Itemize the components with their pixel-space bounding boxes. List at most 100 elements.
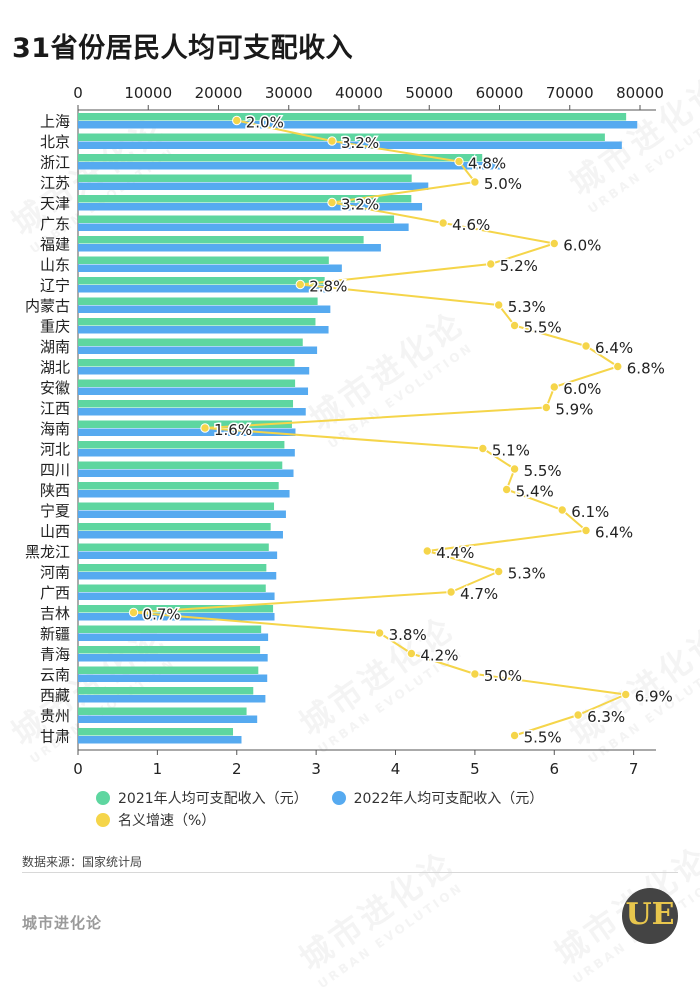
bar-2022 <box>78 285 332 293</box>
bar-2021 <box>78 728 234 736</box>
bar-2022 <box>78 387 309 395</box>
bar-2022 <box>78 551 278 559</box>
category-label: 湖北 <box>40 359 70 377</box>
bar-2022 <box>78 428 296 436</box>
bar-2021 <box>78 666 259 674</box>
growth-point <box>327 136 337 146</box>
bar-2022 <box>78 572 277 580</box>
bar-2022 <box>78 346 318 354</box>
bar-2021 <box>78 502 275 510</box>
category-label: 甘肃 <box>40 728 70 746</box>
growth-point <box>549 238 559 249</box>
bar-2021 <box>78 256 329 264</box>
growth-point <box>200 423 210 433</box>
top-tick-label: 80000 <box>616 84 664 102</box>
growth-label: 6.3% <box>587 708 625 726</box>
category-label: 山西 <box>40 523 70 541</box>
bar-2021 <box>78 441 285 449</box>
category-label: 贵州 <box>40 707 70 725</box>
category-label: 辽宁 <box>40 277 70 295</box>
growth-label: 6.9% <box>635 688 673 706</box>
growth-point <box>509 464 520 474</box>
legend-item-2021: 2021年人均可支配收入（元） <box>96 788 308 808</box>
bar-2021 <box>78 646 261 654</box>
category-label: 云南 <box>40 666 70 684</box>
growth-label: 3.2% <box>341 196 379 214</box>
growth-label: 0.7% <box>143 606 181 624</box>
brand-logo-icon: UE <box>622 888 678 944</box>
legend-label: 名义增速（%） <box>118 813 216 829</box>
category-label: 广东 <box>40 215 70 233</box>
bar-2022 <box>78 592 275 600</box>
bar-2022 <box>78 695 266 703</box>
category-label: 江苏 <box>40 174 70 192</box>
bar-2022 <box>78 469 294 477</box>
category-label: 青海 <box>40 646 70 664</box>
category-label: 广西 <box>40 584 70 602</box>
growth-label: 3.2% <box>341 134 379 152</box>
growth-point <box>509 320 520 331</box>
growth-label: 5.5% <box>524 729 562 747</box>
bar-2021 <box>78 133 605 141</box>
bar-2021 <box>78 379 296 387</box>
growth-label: 6.8% <box>627 360 665 378</box>
growth-label: 5.4% <box>516 483 554 501</box>
growth-point <box>486 259 496 269</box>
growth-point <box>406 648 417 659</box>
growth-label: 5.1% <box>492 442 530 460</box>
bar-2022 <box>78 531 283 539</box>
legend-swatch-green <box>96 791 110 805</box>
category-label: 宁夏 <box>40 502 70 520</box>
category-label: 西藏 <box>40 687 70 705</box>
bar-2021 <box>78 420 292 428</box>
growth-point <box>581 341 591 351</box>
growth-point <box>541 402 552 413</box>
top-tick-label: 60000 <box>476 84 524 102</box>
growth-point <box>374 628 385 638</box>
growth-label: 4.6% <box>452 216 490 234</box>
growth-point <box>621 689 631 700</box>
chart-title: 31省份居民人均可支配收入 <box>12 33 354 64</box>
bottom-tick-label: 4 <box>391 760 401 778</box>
category-label: 海南 <box>40 420 70 438</box>
top-tick-label: 0 <box>73 84 83 102</box>
bar-2022 <box>78 510 286 518</box>
bar-2021 <box>78 687 254 695</box>
growth-point <box>494 566 504 577</box>
category-label: 内蒙古 <box>25 297 70 315</box>
growth-label: 5.2% <box>500 257 538 275</box>
bar-2021 <box>78 297 318 305</box>
growth-label: 5.0% <box>484 175 522 193</box>
growth-label: 5.9% <box>555 401 593 419</box>
legend-item-growth: 名义增速（%） <box>96 810 215 830</box>
growth-label: 6.4% <box>595 339 633 357</box>
bar-2021 <box>78 543 269 551</box>
bar-2021 <box>78 154 483 162</box>
bar-2021 <box>78 359 295 367</box>
bar-2021 <box>78 174 412 182</box>
growth-label: 3.8% <box>389 626 427 644</box>
legend-swatch-blue <box>331 791 346 805</box>
bar-2022 <box>78 203 423 211</box>
growth-label: 2.8% <box>309 278 347 296</box>
category-label: 黑龙江 <box>25 543 70 561</box>
bar-2022 <box>78 141 622 149</box>
bar-2021 <box>78 195 412 203</box>
category-label: 河北 <box>40 441 70 459</box>
bottom-tick-label: 6 <box>549 760 559 778</box>
chart: 0 10000 20000 30000 40000 50000 60000 70000 8000… <box>25 84 674 778</box>
growth-point <box>549 382 559 392</box>
bar-2022 <box>78 408 306 416</box>
bar-2022 <box>78 367 310 375</box>
bar-2021 <box>78 625 262 633</box>
category-label: 新疆 <box>40 625 70 643</box>
bar-2021 <box>78 318 316 326</box>
growth-point <box>494 300 504 310</box>
bottom-tick-label: 7 <box>629 760 639 778</box>
bar-2021 <box>78 338 303 346</box>
bar-2022 <box>78 162 502 170</box>
category-label: 重庆 <box>40 318 70 336</box>
category-label: 江西 <box>40 400 70 418</box>
category-label: 上海 <box>40 113 70 131</box>
